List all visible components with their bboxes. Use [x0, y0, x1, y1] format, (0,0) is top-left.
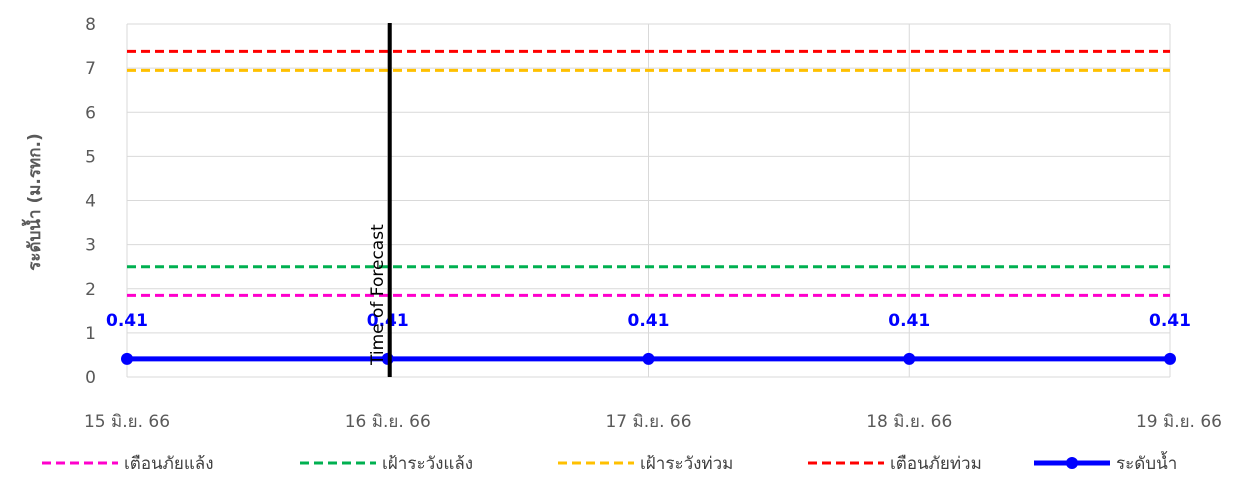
- legend-item: เตือนภัยแล้ง: [40, 448, 214, 478]
- legend-label: ระดับน้ำ: [1116, 453, 1178, 474]
- y-tick-label: 1: [85, 324, 96, 344]
- annotation-layer: Time of Forecast: [368, 23, 392, 377]
- y-tick-label: 8: [85, 15, 96, 35]
- y-tick-label: 6: [85, 103, 96, 123]
- data-point: [121, 352, 133, 365]
- chart-svg: 0 1 2 3 4 5 6 7 8 15 มิ.ย. 66 16 มิ.ย. 66 17 มิ.ย.…: [21, 15, 1222, 432]
- series-layer: 0.410.410.410.410.41: [106, 49, 1191, 365]
- forecast-marker-label: Time of Forecast: [368, 224, 388, 366]
- y-tick-labels: 0 1 2 3 4 5 6 7 8: [85, 15, 96, 388]
- data-point: [903, 352, 916, 365]
- data-label: 0.41: [106, 311, 148, 331]
- y-tick-label: 0: [85, 368, 96, 388]
- legend-swatch: [558, 461, 634, 465]
- legend-label: เฝ้าระวังท่วม: [640, 453, 734, 474]
- y-tick-label: 5: [85, 147, 96, 167]
- legend-swatch: [42, 461, 118, 465]
- legend-label: เตือนภัยแล้ง: [124, 453, 214, 474]
- data-label: 0.41: [1149, 311, 1191, 331]
- legend-item: เฝ้าระวังแล้ง: [298, 448, 473, 478]
- data-label: 0.41: [628, 311, 670, 331]
- legend-item: เฝ้าระวังท่วม: [556, 448, 733, 478]
- legend-item: เตือนภัยท่วม: [806, 448, 982, 478]
- y-tick-label: 3: [85, 236, 96, 256]
- y-tick-label: 4: [85, 192, 96, 212]
- x-tick-labels: 15 มิ.ย. 66 16 มิ.ย. 66 17 มิ.ย. 66 18 มิ.ย…: [84, 412, 1222, 432]
- x-tick-label: 19 มิ.ย. 66: [1136, 412, 1222, 432]
- legend-swatch: [1034, 457, 1110, 469]
- data-label: 0.41: [888, 311, 930, 331]
- x-tick-label: 16 มิ.ย. 66: [345, 412, 431, 432]
- x-tick-label: 18 มิ.ย. 66: [866, 412, 952, 432]
- legend-item: ระดับน้ำ: [1032, 448, 1177, 478]
- data-point: [642, 352, 655, 365]
- legend-label: เตือนภัยท่วม: [890, 453, 982, 474]
- y-tick-label: 7: [85, 59, 96, 79]
- data-point: [1164, 352, 1176, 365]
- legend: เตือนภัยแล้ง เฝ้าระวังแล้ง เฝ้าระวังท่วม เต…: [0, 448, 1233, 478]
- legend-swatch: [300, 461, 376, 465]
- y-tick-label: 2: [85, 280, 96, 300]
- legend-swatch: [808, 461, 884, 465]
- legend-label: เฝ้าระวังแล้ง: [382, 453, 474, 474]
- x-tick-label: 15 มิ.ย. 66: [84, 412, 170, 432]
- x-tick-label: 17 มิ.ย. 66: [605, 412, 691, 432]
- y-axis-label: ระดับน้ำ (ม.รทก.): [21, 133, 45, 270]
